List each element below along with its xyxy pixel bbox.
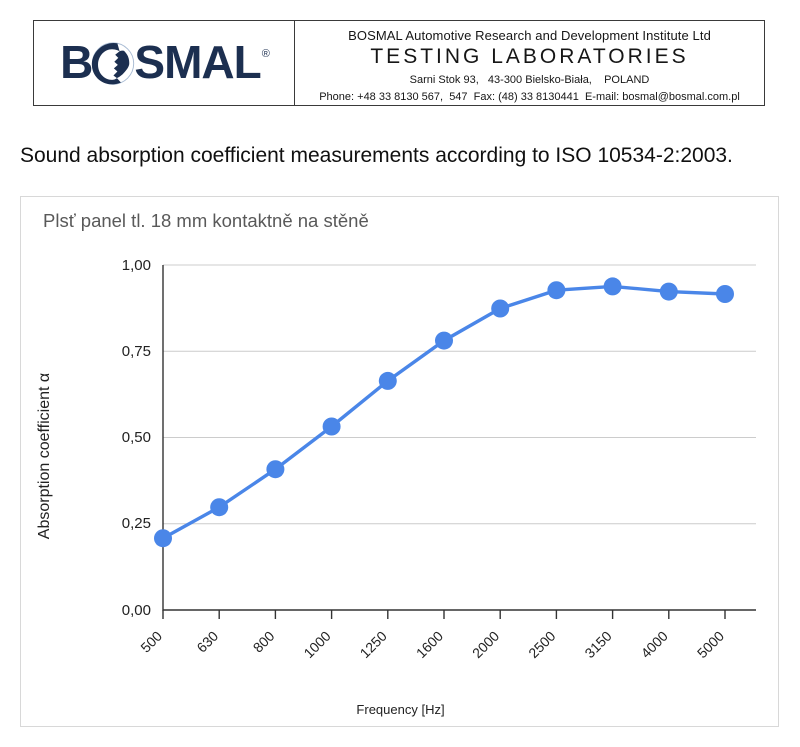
svg-text:4000: 4000 xyxy=(638,628,671,661)
svg-text:5000: 5000 xyxy=(694,628,727,661)
svg-text:0,75: 0,75 xyxy=(122,343,151,360)
svg-text:0,50: 0,50 xyxy=(122,429,151,446)
svg-text:500: 500 xyxy=(137,628,165,656)
svg-text:1,00: 1,00 xyxy=(122,257,151,274)
svg-text:1000: 1000 xyxy=(300,628,333,661)
svg-text:2500: 2500 xyxy=(525,628,558,661)
svg-text:0,25: 0,25 xyxy=(122,515,151,532)
svg-text:0,00: 0,00 xyxy=(122,602,151,619)
svg-text:630: 630 xyxy=(193,628,221,656)
svg-text:2000: 2000 xyxy=(469,628,502,661)
svg-text:3150: 3150 xyxy=(581,628,614,661)
svg-text:1600: 1600 xyxy=(413,628,446,661)
svg-text:1250: 1250 xyxy=(357,628,390,661)
svg-text:800: 800 xyxy=(250,628,278,656)
